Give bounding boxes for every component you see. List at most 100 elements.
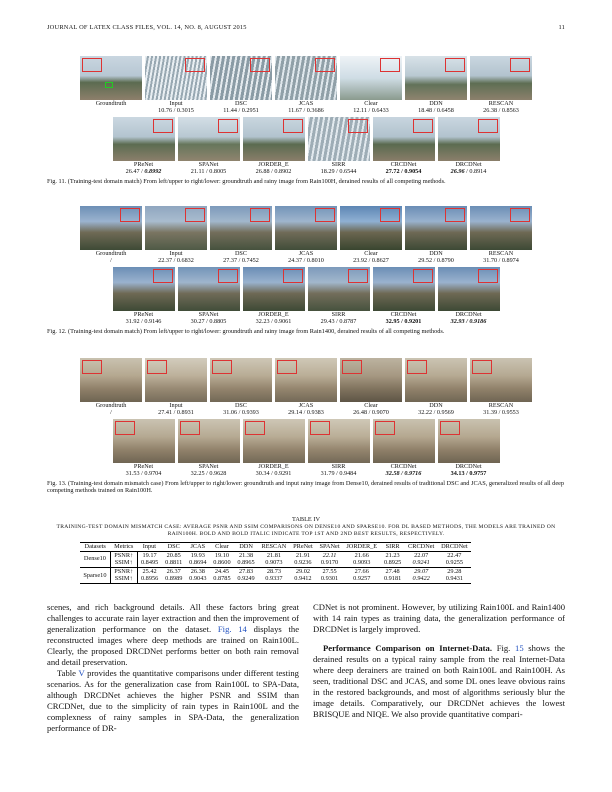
table-cell: 21.91 <box>295 551 310 559</box>
table-cell: 21.38 <box>238 551 254 559</box>
image-thumbnail <box>340 56 402 100</box>
journal-title: JOURNAL OF LATEX CLASS FILES, VOL. 14, N… <box>47 24 247 31</box>
table-cell: 22.07 <box>414 551 429 559</box>
table-cell: 0.8965 <box>237 559 255 567</box>
table-cell: 27.66 <box>342 566 381 576</box>
method-label: Clear 12.11 / 0.6433 <box>353 100 389 115</box>
method-label: Input 27.41 / 0.8931 <box>158 402 194 417</box>
fig13-row1-images <box>47 358 565 402</box>
fig11-row1-labels: Groundtruth Input 10.76 / 0.3015 DSC 11.44… <box>47 100 565 115</box>
image-thumbnail <box>470 56 532 100</box>
table-header-cell: JORDER_E <box>342 542 381 552</box>
method-label: PReNet 31.53 / 0.9704 <box>125 462 162 478</box>
table-cell: 26.37 <box>161 566 186 576</box>
table-cell: 20.85 <box>166 551 181 559</box>
fig11-row2-images <box>47 116 565 161</box>
dataset-cell: Sparse10 <box>80 566 111 584</box>
image-thumbnail <box>405 56 467 100</box>
figure-12: Groundtruth / Input 22.37 / 0.6832 DSC 27.3… <box>47 206 565 335</box>
method-label: DDN 32.22 / 0.9569 <box>418 402 454 417</box>
table-cell: 0.9412 <box>289 575 317 584</box>
table-link[interactable]: V <box>78 668 85 678</box>
fig13-row1-labels: Groundtruth / Input 27.41 / 0.8931 DSC 31.0… <box>47 402 565 417</box>
table-cell: 0.8785 <box>209 575 234 584</box>
method-label: JCAS 29.14 / 0.9383 <box>288 402 324 417</box>
figure-caption: Fig. 13. (Training-test domain mismatch … <box>47 479 565 495</box>
method-label: JORDER_E 30.34 / 0.9291 <box>255 462 292 478</box>
method-label: Input 22.37 / 0.6832 <box>158 250 194 265</box>
table-header-cell: Input <box>137 542 162 552</box>
running-header: JOURNAL OF LATEX CLASS FILES, VOL. 14, N… <box>47 24 565 31</box>
method-label: PReNet 31.92 / 0.9146 <box>125 310 162 326</box>
method-label: DRCDNet 26.96 / 0.8914 <box>450 160 487 176</box>
method-label: RESCAN 31.70 / 0.8974 <box>483 250 519 265</box>
table-header-cell: JCAS <box>185 542 210 552</box>
image-thumbnail <box>470 206 532 250</box>
image-thumbnail <box>210 56 272 100</box>
body-column-left: scenes, and rich background details. All… <box>47 602 299 734</box>
body-column-right: CDNet is not prominent. However, by util… <box>313 602 565 720</box>
image-thumbnail <box>372 116 435 161</box>
table-row: Dense10 PSNR↑ 19.17 20.85 19.93 19.10 21… <box>80 551 471 568</box>
method-label: DDN 18.48 / 0.6458 <box>418 100 454 115</box>
image-thumbnail <box>307 116 370 161</box>
method-label: Groundtruth / <box>95 402 127 417</box>
paragraph: Table V provides the quantitative compar… <box>47 668 299 733</box>
table-cell: 0.9073 <box>265 559 283 567</box>
method-label: SIRR 29.43 / 0.8787 <box>320 310 357 326</box>
table-cell: 0.9181 <box>380 575 405 584</box>
image-thumbnail <box>275 56 337 100</box>
image-thumbnail <box>145 56 207 100</box>
table-cell: 19.10 <box>214 551 230 559</box>
table-cell: 28.73 <box>258 566 290 576</box>
figure-link[interactable]: 15 <box>515 643 524 653</box>
image-thumbnail <box>177 266 240 311</box>
table-cell: 0.8956 <box>137 575 162 584</box>
image-thumbnail <box>437 266 500 311</box>
table-cell: 0.8925 <box>383 559 402 567</box>
section-heading: Performance Comparison on Internet-Data. <box>323 643 492 653</box>
table-cell: 22.11 <box>322 551 337 559</box>
figure-link[interactable]: Fig. 14 <box>217 624 247 634</box>
method-label: DRCDNet 32.93 / 0.9186 <box>450 310 487 326</box>
table-cell: 0.8989 <box>161 575 186 584</box>
table-cell: 0.9241 <box>412 559 430 567</box>
method-label: CRCDNet 27.72 / 0.9054 <box>385 160 422 176</box>
table-cell: 25.42 <box>137 566 162 576</box>
method-label: SPANet 30.27 / 0.8805 <box>190 310 227 326</box>
table-cell: 0.9043 <box>185 575 210 584</box>
image-thumbnail <box>80 56 142 100</box>
paragraph: scenes, and rich background details. All… <box>47 602 300 667</box>
method-label: DDN 29.52 / 0.8790 <box>418 250 454 265</box>
method-label: JCAS 11.67 / 0.3686 <box>288 100 324 115</box>
image-thumbnail <box>242 418 305 463</box>
table-cell: 0.9301 <box>316 575 343 584</box>
table-cell: 19.93 <box>190 551 205 559</box>
table-cell: 22.47 <box>447 551 462 559</box>
results-table: Datasets Metrics Input DSC JCAS Clear DD… <box>80 542 472 584</box>
table-cell: 29.28 <box>437 566 472 576</box>
table-cell: 27.83 <box>234 566 259 576</box>
page-number: 11 <box>558 24 565 31</box>
method-label: RESCAN 31.39 / 0.9553 <box>483 402 519 417</box>
figure-11: Groundtruth Input 10.76 / 0.3015 DSC 11.44… <box>47 56 565 185</box>
method-label: SIRR 18.29 / 0.6544 <box>320 160 357 176</box>
table-cell: 0.8600 <box>213 559 231 567</box>
method-label: DSC 31.06 / 0.9393 <box>223 402 259 417</box>
image-thumbnail <box>80 206 142 250</box>
image-thumbnail <box>405 206 467 250</box>
table-header-cell: PReNet <box>289 542 317 552</box>
method-label: DRCDNet 34.13 / 0.9757 <box>450 462 487 478</box>
image-thumbnail <box>112 418 175 463</box>
method-label: Input 10.76 / 0.3015 <box>158 100 194 115</box>
fig12-row2-labels: PReNet 31.92 / 0.9146 SPANet 30.27 / 0.880… <box>47 311 565 326</box>
table-cell: 0.9431 <box>437 575 472 584</box>
table-cell: 27.48 <box>380 566 405 576</box>
image-thumbnail <box>372 418 435 463</box>
paragraph: CDNet is not prominent. However, by util… <box>313 602 565 634</box>
table-header-cell: Clear <box>209 542 234 552</box>
image-thumbnail <box>340 358 402 402</box>
table-cell: 0.9257 <box>342 575 381 584</box>
image-thumbnail <box>307 266 370 311</box>
method-label: CRCDNet 32.95 / 0.9201 <box>385 310 422 326</box>
